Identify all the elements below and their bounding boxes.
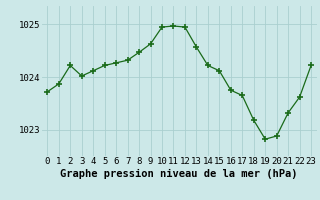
X-axis label: Graphe pression niveau de la mer (hPa): Graphe pression niveau de la mer (hPa) <box>60 169 298 179</box>
